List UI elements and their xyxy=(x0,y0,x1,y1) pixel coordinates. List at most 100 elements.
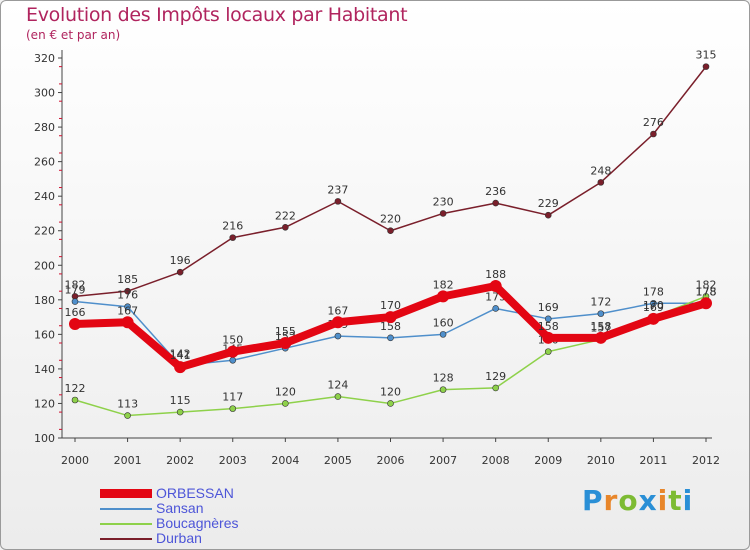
data-point-orbessan xyxy=(594,331,607,344)
data-point-orbessan xyxy=(384,311,397,324)
data-label-boucagneres: 122 xyxy=(65,382,86,395)
data-point-orbessan xyxy=(69,318,81,330)
data-label-boucagneres: 170 xyxy=(643,299,664,312)
data-point-sansan xyxy=(492,305,499,312)
x-tick-label: 2012 xyxy=(692,454,720,467)
data-point-orbessan xyxy=(331,316,344,329)
data-point-durban xyxy=(702,63,710,70)
data-label-boucagneres: 113 xyxy=(117,398,138,411)
legend-swatch-boucagneres xyxy=(100,516,152,531)
x-tick-label: 2010 xyxy=(587,454,615,467)
data-point-boucagneres xyxy=(492,384,499,392)
data-point-sansan xyxy=(71,298,79,305)
data-point-boucagneres xyxy=(387,400,394,407)
x-tick-label: 2004 xyxy=(271,454,299,467)
chart-title: Evolution des Impôts locaux par Habitant xyxy=(26,4,408,26)
data-label-durban: 248 xyxy=(590,164,611,177)
data-label-sansan: 158 xyxy=(380,320,401,333)
data-point-boucagneres xyxy=(71,396,79,404)
data-point-orbessan xyxy=(542,331,555,344)
data-label-durban: 185 xyxy=(117,273,138,286)
data-point-boucagneres xyxy=(176,408,184,416)
data-label-boucagneres: 128 xyxy=(433,372,454,385)
data-point-orbessan xyxy=(279,337,292,349)
data-point-boucagneres xyxy=(282,400,289,407)
y-tick-label: 140 xyxy=(34,363,55,376)
legend-label-sansan: Sansan xyxy=(156,500,204,516)
data-label-durban: 230 xyxy=(433,195,454,208)
x-tick-label: 2000 xyxy=(61,454,89,467)
data-label-orbessan: 150 xyxy=(222,334,243,347)
x-tick-label: 2006 xyxy=(377,454,405,467)
data-point-sansan xyxy=(650,299,657,307)
data-label-boucagneres: 157 xyxy=(590,322,611,335)
data-point-durban xyxy=(282,223,289,231)
data-label-orbessan: 158 xyxy=(538,320,559,333)
data-label-orbessan: 141 xyxy=(170,349,191,362)
data-point-orbessan xyxy=(174,361,187,374)
data-label-orbessan: 167 xyxy=(117,304,138,317)
data-label-sansan: 169 xyxy=(538,301,559,314)
x-tick-label: 2008 xyxy=(482,454,510,467)
data-label-orbessan: 166 xyxy=(65,306,86,319)
data-label-sansan: 142 xyxy=(170,347,191,360)
data-label-orbessan: 182 xyxy=(433,278,454,291)
data-label-orbessan: 178 xyxy=(696,285,717,298)
data-label-boucagneres: 115 xyxy=(170,394,191,407)
data-label-sansan: 176 xyxy=(117,289,138,302)
data-point-durban xyxy=(492,199,499,207)
data-point-durban xyxy=(124,287,131,295)
data-point-orbessan xyxy=(121,316,134,329)
data-point-durban xyxy=(650,130,657,138)
data-label-durban: 196 xyxy=(170,254,191,267)
data-label-durban: 216 xyxy=(222,220,243,233)
legend-swatch-durban xyxy=(100,531,152,546)
legend-label-durban: Durban xyxy=(156,530,202,546)
data-label-orbessan: 155 xyxy=(275,325,296,338)
data-point-orbessan xyxy=(437,290,450,303)
legend-label-orbessan: ORBESSAN xyxy=(156,485,234,501)
y-tick-label: 240 xyxy=(34,190,55,203)
y-tick-label: 280 xyxy=(34,121,55,134)
data-point-sansan xyxy=(439,331,447,338)
data-point-durban xyxy=(229,234,237,241)
data-label-orbessan: 167 xyxy=(327,304,348,317)
y-tick-label: 100 xyxy=(34,432,55,445)
proxiti-logo: Proxiti xyxy=(582,484,694,517)
data-point-orbessan xyxy=(489,280,502,292)
data-point-durban xyxy=(544,211,552,219)
data-point-sansan xyxy=(334,332,342,340)
data-label-durban: 220 xyxy=(380,213,401,226)
data-point-durban xyxy=(176,268,184,276)
data-point-durban xyxy=(597,179,605,186)
data-label-durban: 237 xyxy=(327,183,348,196)
data-label-orbessan: 188 xyxy=(485,268,506,281)
data-label-sansan: 179 xyxy=(65,284,86,297)
x-tick-label: 2005 xyxy=(324,454,352,467)
x-tick-label: 2003 xyxy=(219,454,247,467)
legend-label-boucagneres: Boucagnères xyxy=(156,515,239,531)
data-point-sansan xyxy=(544,315,552,323)
data-point-orbessan xyxy=(647,312,660,325)
data-label-durban: 276 xyxy=(643,116,664,129)
data-label-orbessan: 169 xyxy=(643,301,664,314)
y-tick-label: 320 xyxy=(34,52,55,65)
legend-swatch-orbessan xyxy=(100,486,152,501)
data-point-sansan xyxy=(387,334,394,342)
data-label-boucagneres: 120 xyxy=(275,385,296,398)
data-label-sansan: 178 xyxy=(643,285,664,298)
data-point-sansan xyxy=(124,303,131,311)
data-point-durban xyxy=(387,227,394,235)
data-label-boucagneres: 182 xyxy=(696,278,717,291)
data-point-boucagneres xyxy=(334,393,342,400)
x-tick-label: 2011 xyxy=(639,454,667,467)
x-tick-label: 2009 xyxy=(534,454,562,467)
x-tick-label: 2001 xyxy=(114,454,142,467)
data-label-durban: 222 xyxy=(275,209,296,222)
data-point-orbessan xyxy=(700,297,712,310)
data-label-orbessan: 170 xyxy=(380,299,401,312)
data-label-durban: 315 xyxy=(696,49,717,62)
y-tick-label: 260 xyxy=(34,156,55,169)
chart-subtitle: (en € et par an) xyxy=(26,28,121,42)
